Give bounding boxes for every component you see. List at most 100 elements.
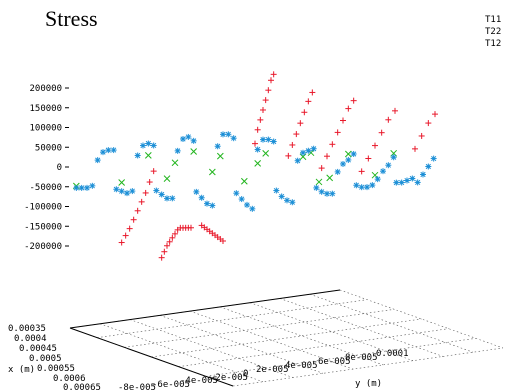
data-point-t12 [238, 196, 245, 203]
data-point-t11 [260, 106, 266, 113]
data-point-t12 [180, 135, 186, 142]
data-point-t12 [329, 190, 336, 197]
data-point-t12 [158, 191, 165, 198]
series-t22 [72, 148, 398, 190]
data-point-t22 [190, 148, 198, 155]
grid-line [97, 299, 368, 338]
grid-line [124, 309, 395, 348]
data-point-t12 [430, 155, 437, 162]
x-tick-label: 0.00035 [8, 324, 46, 334]
data-point-t22 [240, 177, 248, 185]
data-point-t22 [216, 152, 224, 160]
data-point-t11 [425, 120, 432, 127]
data-point-t11 [345, 105, 352, 112]
data-point-t22 [208, 168, 216, 176]
data-point-t12 [294, 157, 301, 164]
z-tick-label: -150000 [24, 222, 62, 232]
x-tick-label: 0.00065 [63, 383, 101, 391]
z-tick-label: 200000 [29, 84, 62, 94]
data-point-t11 [265, 87, 272, 94]
data-point-t11 [385, 116, 392, 123]
data-point-t12 [369, 182, 376, 189]
z-tick: 150000 [29, 104, 69, 114]
data-point-t12 [185, 133, 192, 140]
z-tick: -50000 [29, 183, 69, 193]
data-point-t12 [318, 188, 325, 195]
data-point-t12 [345, 156, 352, 163]
data-point-t12 [105, 147, 112, 154]
grid-line [151, 318, 422, 358]
axis-edge [69, 289, 341, 329]
data-point-t12 [190, 137, 197, 144]
data-point-t12 [89, 182, 96, 189]
data-point-t11 [161, 248, 168, 255]
grid-line [189, 310, 354, 370]
data-point-t12 [174, 147, 181, 154]
data-point-t12 [390, 154, 397, 161]
data-point-t12 [353, 182, 360, 189]
z-tick-label: -50000 [29, 183, 62, 193]
data-point-t11 [378, 129, 385, 136]
data-point-t12 [254, 146, 261, 153]
z-tick-label: -200000 [24, 242, 62, 252]
grid-line [99, 323, 264, 383]
data-point-t11 [309, 89, 316, 96]
grid-line [129, 319, 294, 378]
data-point-t12 [145, 140, 152, 147]
y-tick-label: -8e-005 [118, 383, 156, 391]
data-point-t12 [118, 188, 125, 195]
data-point-t12 [340, 160, 346, 167]
data-point-t11 [118, 239, 125, 246]
z-tick: -150000 [24, 222, 69, 232]
data-point-t22 [163, 175, 171, 182]
grid-line [339, 289, 504, 349]
x-tick-label: 0.0004 [14, 334, 47, 344]
data-point-t11 [318, 165, 325, 172]
data-point-t11 [334, 129, 341, 136]
data-point-t11 [285, 152, 292, 159]
data-point-t11 [340, 117, 346, 124]
legend-item-t11: T11 [485, 15, 501, 25]
data-point-t12 [350, 150, 357, 157]
z-tick-label: 50000 [35, 143, 62, 153]
series-t12 [73, 131, 437, 212]
data-point-t12 [409, 175, 416, 182]
data-point-t11 [392, 107, 398, 114]
grid-line [249, 302, 414, 361]
data-point-t11 [289, 141, 296, 148]
z-tick: -100000 [24, 203, 69, 213]
data-point-t11 [142, 189, 149, 196]
data-point-t12 [233, 190, 240, 197]
x-axis: 0.000350.00040.000450.00050.000550.00060… [8, 324, 101, 391]
data-point-t12 [169, 195, 176, 202]
data-point-t12 [380, 168, 386, 175]
grid-line [205, 338, 476, 377]
data-point-t12 [273, 187, 280, 194]
series-t11 [118, 71, 438, 261]
grid-line [178, 328, 449, 367]
y-tick-label: -2e-005 [210, 373, 248, 383]
data-point-t12 [113, 186, 120, 193]
data-point-t11 [305, 98, 312, 105]
x-axis-title: x (m) [8, 365, 35, 375]
y-tick-label: 8e-005 [345, 353, 378, 363]
data-point-t12 [220, 131, 226, 138]
y-tick-label: 4e-005 [285, 361, 318, 371]
data-point-t12 [420, 171, 426, 178]
y-tick-label: -4e-005 [180, 376, 218, 386]
data-point-t11 [297, 120, 304, 127]
z-tick: -200000 [24, 242, 69, 252]
data-point-t11 [150, 168, 157, 175]
data-point-t11 [324, 153, 330, 160]
data-point-t12 [225, 131, 232, 138]
data-point-t11 [122, 232, 129, 239]
data-point-t12 [425, 163, 432, 170]
data-point-t11 [418, 132, 425, 139]
grid-line [232, 347, 504, 387]
data-point-t11 [268, 77, 274, 84]
data-point-t12 [129, 188, 136, 195]
data-point-t11 [432, 111, 438, 118]
z-axis: 200000 150000 100000 50000 0 -50000 -100000 -15… [24, 84, 69, 252]
